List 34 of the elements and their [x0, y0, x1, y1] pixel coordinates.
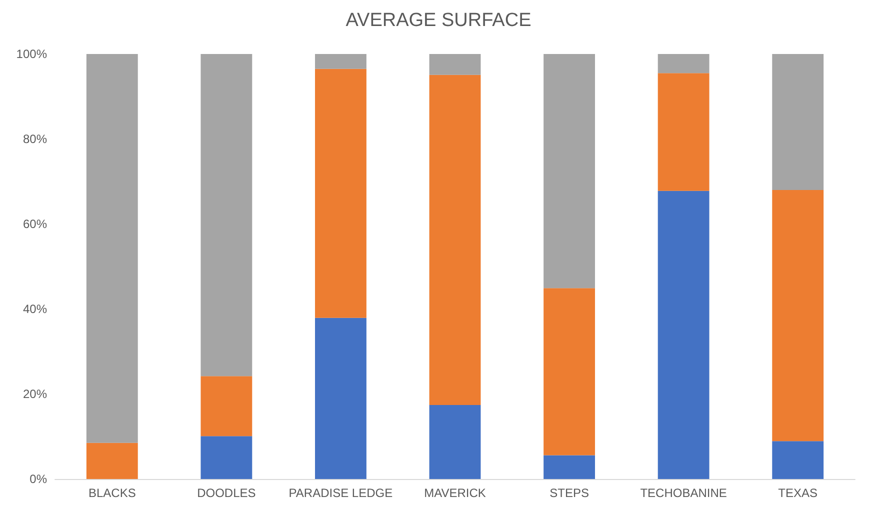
bar	[658, 54, 710, 74]
bar	[658, 73, 710, 191]
x-tick-label: STEPS	[550, 486, 589, 500]
y-tick-label: 100%	[16, 47, 48, 61]
x-tick-label: TECHOBANINE	[640, 486, 727, 500]
y-tick-label: 40%	[22, 302, 48, 316]
bar	[658, 190, 710, 479]
bar	[772, 441, 824, 479]
bar	[200, 436, 252, 479]
x-tick-label: BLACKS	[88, 486, 136, 500]
bar	[544, 54, 595, 288]
x-tick-label: DOODLES	[197, 486, 256, 500]
bar	[86, 442, 138, 479]
bar	[315, 68, 366, 318]
bar	[429, 54, 481, 75]
bar	[315, 54, 366, 69]
bar	[200, 54, 252, 376]
bar	[429, 74, 481, 406]
chart-title: AVERAGE SURFACE	[346, 10, 532, 31]
x-tick-label: MAVERICK	[424, 486, 486, 500]
x-tick-label: TEXAS	[778, 486, 818, 500]
bar	[315, 318, 366, 479]
x-tick-label: PARADISE LEDGE	[288, 486, 393, 500]
bar	[429, 405, 481, 479]
bar	[772, 54, 824, 190]
y-tick-label: 60%	[22, 217, 48, 231]
y-tick-label: 20%	[22, 387, 48, 401]
bar	[200, 376, 252, 436]
bar	[544, 455, 595, 479]
bar	[772, 190, 824, 442]
bar	[86, 54, 138, 443]
bar	[544, 288, 595, 456]
y-tick-label: 0%	[30, 472, 48, 486]
y-tick-label: 80%	[22, 132, 48, 146]
